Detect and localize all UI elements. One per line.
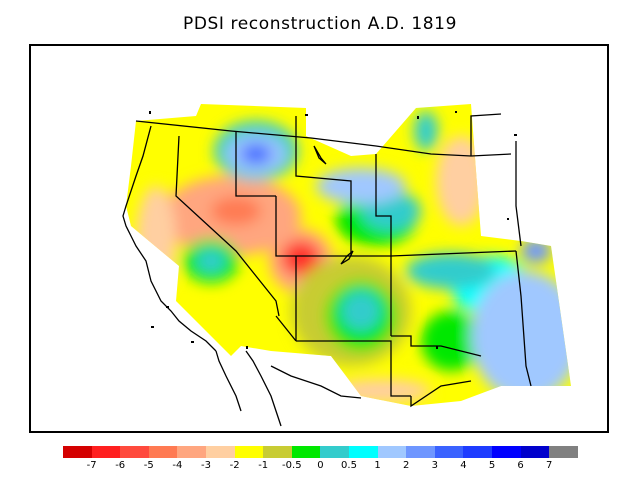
colorbar bbox=[63, 446, 578, 458]
colorbar-tick-label: -7 bbox=[86, 460, 97, 471]
lake-markers bbox=[149, 111, 517, 349]
colorbar-labels: -7 -6 -5 -4 -3 -2 -1 -0.5 0 0.5 1 2 3 4 5 6 7 bbox=[63, 460, 583, 476]
colorbar-swatch bbox=[491, 446, 521, 458]
map-title: PDSI reconstruction A.D. 1819 bbox=[182, 14, 458, 34]
colorbar-tick-label: 0 bbox=[317, 460, 324, 471]
colorbar-tick-label: -4 bbox=[172, 460, 183, 471]
colorbar-swatch bbox=[234, 446, 264, 458]
colorbar-tick-label: 5 bbox=[488, 460, 496, 471]
map-panel bbox=[29, 44, 609, 433]
colorbar-swatch bbox=[291, 446, 321, 458]
colorbar-tick-label: 2 bbox=[403, 460, 410, 471]
colorbar-swatch bbox=[177, 446, 206, 458]
colorbar-swatch bbox=[549, 446, 578, 458]
colorbar-tick-label: 0.5 bbox=[341, 460, 357, 471]
colorbar-swatch bbox=[348, 446, 378, 458]
colorbar-swatch bbox=[205, 446, 235, 458]
colorbar-swatch bbox=[320, 446, 349, 458]
colorbar-tick-label: 6 bbox=[517, 460, 524, 471]
colorbar-swatch bbox=[148, 446, 178, 458]
colorbar-tick-label: 1 bbox=[374, 460, 381, 471]
colorbar-tick-label: -5 bbox=[143, 460, 154, 471]
colorbar-swatch bbox=[434, 446, 464, 458]
colorbar-tick-label: -1 bbox=[258, 460, 269, 471]
colorbar-tick-label: -2 bbox=[229, 460, 240, 471]
colorbar-tick-label: -0.5 bbox=[282, 460, 302, 471]
colorbar-swatch bbox=[520, 446, 550, 458]
colorbar-tick-label: -6 bbox=[115, 460, 126, 471]
pdsi-map bbox=[122, 104, 571, 427]
colorbar-swatch bbox=[377, 446, 407, 458]
state-boundaries bbox=[122, 113, 532, 427]
colorbar-tick-label: 4 bbox=[460, 460, 467, 471]
colorbar-tick-label: 3 bbox=[431, 460, 438, 471]
colorbar-swatch bbox=[91, 446, 121, 458]
colorbar-swatch bbox=[63, 446, 92, 458]
colorbar-swatch bbox=[463, 446, 492, 458]
colorbar-swatch bbox=[406, 446, 435, 458]
colorbar-swatch bbox=[263, 446, 292, 458]
colorbar-tick-label: 7 bbox=[546, 460, 553, 471]
colorbar-tick-label: -3 bbox=[201, 460, 211, 471]
colorbar-swatch bbox=[120, 446, 149, 458]
